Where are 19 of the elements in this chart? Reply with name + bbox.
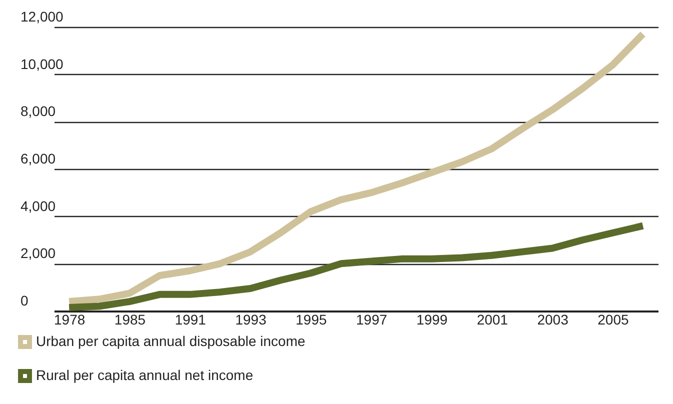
x-tick-label: 1993: [235, 312, 267, 328]
x-tick-label: 1985: [114, 312, 146, 328]
x-tick-label: 2001: [476, 312, 508, 328]
legend-label: Urban per capita annual disposable income: [36, 333, 306, 349]
y-tick-label: 10,000: [20, 56, 64, 72]
y-tick-label: 4,000: [20, 198, 56, 214]
x-tick-label: 1978: [54, 312, 86, 328]
y-tick-label: 8,000: [20, 103, 56, 120]
y-tick-label: 6,000: [20, 150, 56, 166]
x-tick-label: 2003: [537, 312, 569, 328]
y-tick-label: 12,000: [20, 8, 64, 24]
y-tick-label: 2,000: [20, 245, 56, 262]
x-tick-label: 1991: [174, 312, 206, 328]
legend-label: Rural per capita annual net income: [36, 367, 254, 383]
x-tick-label: 1999: [416, 312, 448, 328]
x-tick-label: 1997: [356, 312, 388, 328]
y-tick-label: 0: [20, 292, 28, 308]
x-tick-label: 1995: [296, 312, 327, 328]
x-tick-label: 2005: [598, 312, 629, 328]
